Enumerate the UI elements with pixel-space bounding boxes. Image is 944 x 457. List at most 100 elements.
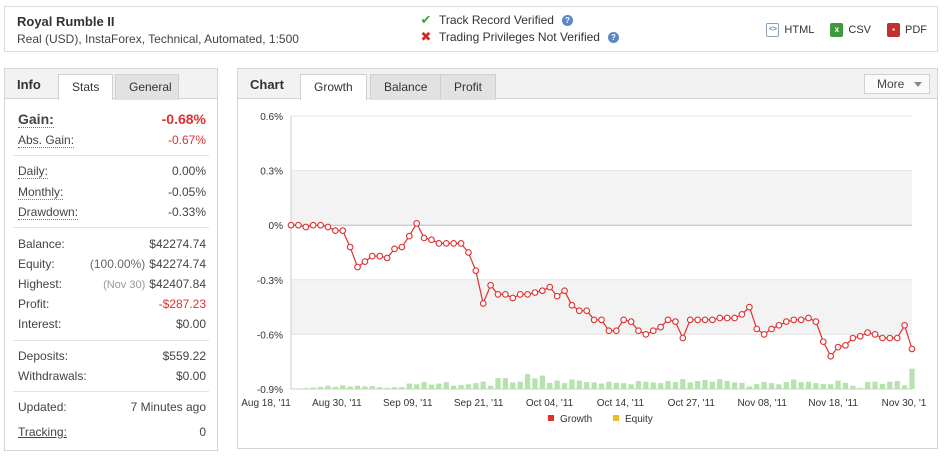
volume-bar — [857, 387, 863, 389]
x-tick-label: Aug 18, '11 — [241, 398, 291, 409]
tab-growth[interactable]: Growth — [300, 74, 367, 100]
monthly-label[interactable]: Monthly: — [18, 185, 64, 200]
x-tick-label: Oct 14, '11 — [597, 398, 645, 409]
growth-point — [738, 311, 746, 318]
chart-title: Chart — [250, 77, 284, 92]
growth-point — [834, 343, 842, 351]
more-dropdown[interactable]: More — [864, 74, 930, 94]
volume-bar — [443, 382, 449, 389]
divider — [13, 227, 209, 228]
growth-point — [893, 334, 901, 342]
growth-point — [583, 307, 591, 315]
growth-point — [723, 314, 731, 322]
tab-stats[interactable]: Stats — [58, 74, 114, 100]
volume-bar — [510, 382, 516, 389]
volume-bar — [754, 383, 760, 389]
volume-bar — [547, 382, 553, 389]
volume-bar — [310, 387, 316, 389]
volume-bar — [354, 385, 361, 389]
volume-bar — [421, 382, 427, 389]
export-html-button[interactable]: <> HTML — [766, 23, 814, 37]
volume-bar — [384, 387, 390, 389]
legend-swatch — [613, 415, 619, 421]
growth-point — [612, 327, 620, 335]
volume-bar — [783, 382, 789, 389]
volume-bar — [887, 381, 893, 389]
volume-bar — [458, 384, 464, 389]
check-icon: ✔ — [420, 12, 432, 27]
abs-gain-label[interactable]: Abs. Gain: — [18, 133, 75, 148]
daily-row: Daily: 0.00% — [18, 164, 206, 179]
growth-point — [487, 281, 494, 289]
volume-bar — [724, 380, 730, 389]
deposits-row: Deposits: $559.22 — [18, 349, 206, 363]
growth-point — [871, 331, 879, 338]
gain-row: Gain: -0.68% — [18, 111, 206, 128]
tab-balance[interactable]: Balance — [370, 74, 442, 100]
volume-bar — [650, 382, 656, 389]
growth-point — [405, 232, 413, 240]
help-icon[interactable]: ? — [607, 31, 619, 43]
growth-point — [368, 252, 376, 260]
x-tick-label: Nov 18, '11 — [808, 398, 858, 409]
growth-point — [753, 325, 761, 333]
export-csv-button[interactable]: x CSV — [830, 23, 871, 37]
growth-point — [502, 291, 509, 298]
interest-row: Interest: $0.00 — [18, 317, 206, 331]
volume-bar — [399, 387, 405, 389]
more-label: More — [877, 77, 905, 91]
growth-point — [339, 227, 347, 235]
volume-bar — [680, 379, 686, 389]
withdrawals-value: $0.00 — [175, 369, 206, 383]
tab-general[interactable]: General — [115, 74, 179, 100]
volume-bar — [665, 380, 671, 389]
volume-bar — [687, 382, 693, 389]
volume-bar — [561, 383, 568, 389]
growth-point — [627, 318, 635, 326]
export-pdf-button[interactable]: ▪ PDF — [887, 23, 927, 37]
x-tick-label: Nov 30, '1 — [882, 398, 927, 409]
plot-band — [291, 116, 912, 171]
growth-point — [494, 291, 502, 298]
growth-point — [701, 316, 709, 324]
export-links: <> HTML x CSV ▪ PDF — [766, 23, 927, 37]
volume-bar — [850, 385, 856, 389]
volume-bar — [820, 383, 826, 389]
help-icon[interactable]: ? — [561, 14, 573, 26]
volume-bar — [584, 382, 590, 389]
plot-band — [291, 225, 912, 280]
volume-bar — [613, 382, 619, 389]
daily-label[interactable]: Daily: — [18, 164, 49, 179]
growth-point — [457, 240, 465, 247]
trading-privileges-label: Trading Privileges Not Verified — [439, 30, 600, 44]
volume-bar — [835, 380, 841, 389]
growth-point — [849, 334, 857, 342]
system-name: Royal Rumble II — [17, 14, 115, 29]
growth-point — [901, 321, 908, 329]
monthly-value: -0.05% — [167, 185, 206, 199]
y-tick-label: -0.9% — [257, 385, 283, 396]
tab-profit[interactable]: Profit — [440, 74, 497, 100]
updated-value: 7 Minutes ago — [130, 400, 206, 414]
divider — [13, 391, 209, 392]
tracking-link[interactable]: Tracking: — [18, 425, 67, 439]
growth-point — [435, 240, 443, 247]
volume-bar — [406, 383, 412, 389]
interest-value: $0.00 — [175, 317, 206, 331]
chart-panel-header: Chart Growth Balance Profit More — [238, 69, 937, 100]
growth-point — [775, 321, 783, 329]
growth-point — [797, 316, 805, 324]
volume-bar — [295, 388, 302, 389]
growth-point — [391, 245, 398, 253]
growth-point — [398, 243, 406, 251]
tracking-value: 0 — [199, 425, 206, 439]
deposits-label: Deposits: — [18, 349, 69, 363]
volume-bar — [598, 383, 605, 389]
drawdown-label[interactable]: Drawdown: — [18, 205, 79, 220]
growth-point — [553, 292, 561, 300]
volume-bar — [369, 386, 375, 389]
equity-value: $42274.74 — [149, 257, 206, 271]
volume-bar — [539, 375, 545, 389]
growth-point — [568, 301, 576, 309]
gain-label[interactable]: Gain: — [18, 111, 54, 128]
